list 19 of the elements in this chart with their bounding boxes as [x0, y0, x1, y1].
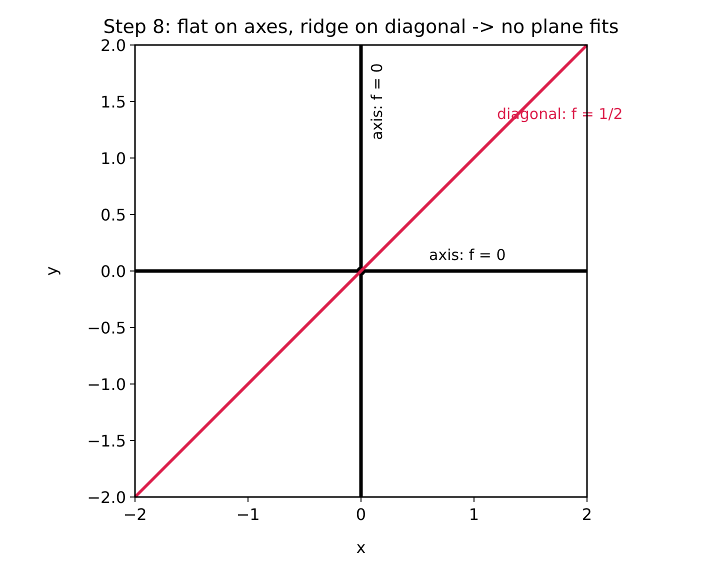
y-tick-label: −0.5	[87, 318, 126, 338]
x-tick-label: 0	[356, 505, 366, 524]
x-tick-label: 2	[582, 505, 592, 524]
y-tick-label: 1.0	[100, 149, 126, 168]
y-axis-title: y	[42, 266, 61, 276]
y-tick-label: 0.0	[100, 262, 126, 281]
annotation: axis: f = 0	[429, 246, 506, 264]
y-tick-label: −1.0	[87, 375, 126, 394]
y-tick-label: −2.0	[87, 488, 126, 507]
annotation: axis: f = 0	[368, 63, 386, 140]
x-tick-label: −1	[236, 505, 260, 524]
y-tick-label: −1.5	[87, 432, 126, 450]
x-tick-label: −2	[123, 505, 147, 524]
y-tick-label: 1.5	[100, 92, 126, 112]
x-axis-title: x	[356, 538, 366, 557]
x-tick-label: 1	[468, 505, 480, 524]
y-tick-label: 0.5	[100, 206, 126, 224]
y-tick-label: 2.0	[100, 36, 126, 55]
chart-title: Step 8: flat on axes, ridge on diagonal -> no plane fits	[103, 16, 619, 38]
